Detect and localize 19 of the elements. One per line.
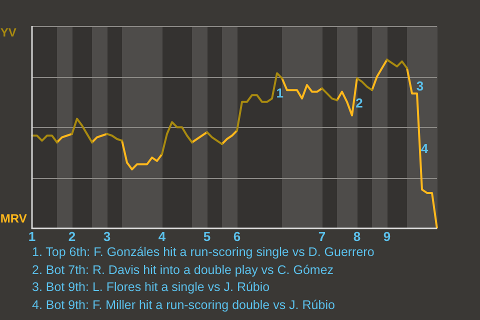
x-tick-label: 6 bbox=[233, 228, 241, 244]
annotation: 4 bbox=[420, 141, 429, 156]
annotation: 3 bbox=[416, 78, 424, 94]
text: 1. Top 6th: F. Gonzáles hit a run-scoring single vs D. Guerrero bbox=[32, 244, 374, 261]
text: 3. Bot 9th: L. Flores hit a single vs J. Rúbio bbox=[32, 279, 271, 296]
text: 2. Bot 7th: R. Davis hit into a double play vs C. Gómez bbox=[32, 262, 335, 279]
text: MRV bbox=[0, 212, 27, 226]
text: YV bbox=[0, 25, 16, 40]
x-tick-label: 9 bbox=[383, 228, 391, 244]
x-tick-label: 3 bbox=[103, 228, 111, 244]
annotation: 1 bbox=[276, 85, 284, 100]
annotation: 2 bbox=[356, 96, 363, 110]
x-tick-label: 8 bbox=[353, 228, 361, 244]
text: 4. Bot 9th: F. Miller hit a run-scoring double vs J. Rúbio bbox=[32, 296, 336, 314]
x-tick-label: 4 bbox=[158, 228, 166, 244]
x-tick-label: 2 bbox=[68, 228, 76, 244]
x-tick-label: 5 bbox=[203, 228, 211, 244]
x-tick-label: 7 bbox=[318, 228, 326, 244]
x-tick-label: 1 bbox=[28, 228, 36, 244]
